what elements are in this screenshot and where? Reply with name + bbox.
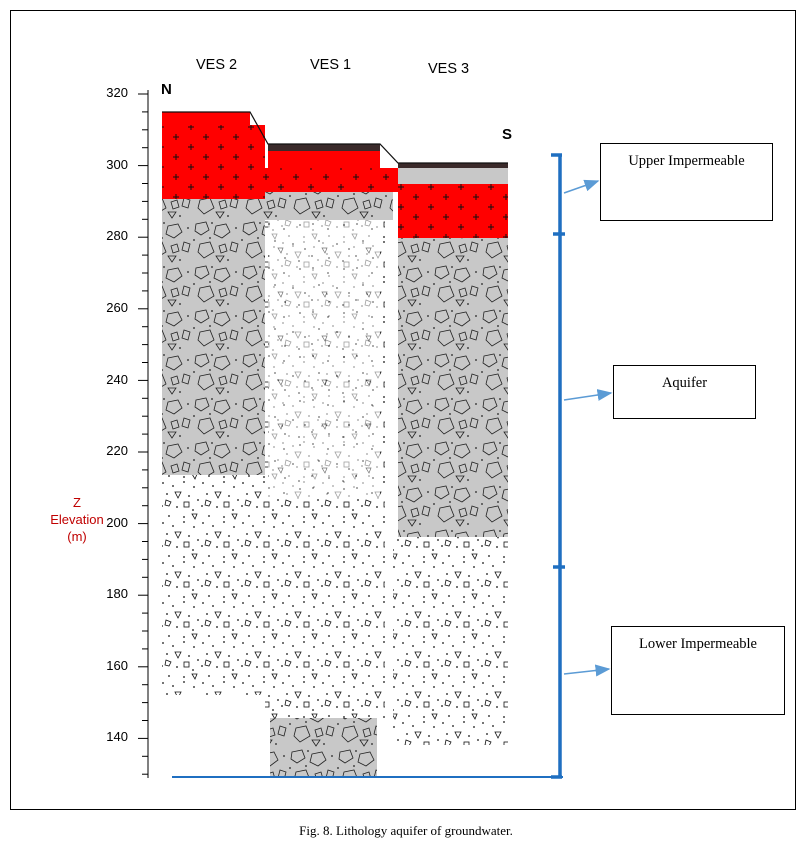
ves2-clay-layer bbox=[162, 125, 265, 199]
y-tick-label: 160 bbox=[106, 658, 128, 673]
ves3-gravel-layer bbox=[398, 237, 508, 537]
y-tick-label: 140 bbox=[106, 729, 128, 744]
arrow-aquifer bbox=[563, 389, 613, 401]
ves1-dark-top bbox=[268, 144, 380, 151]
top-surface-line bbox=[162, 111, 508, 164]
y-axis-title: Z Elevation (m) bbox=[50, 494, 104, 545]
arrow-lower bbox=[563, 664, 611, 677]
y-tick-label: 280 bbox=[106, 228, 128, 243]
header-ves1: VES 1 bbox=[310, 57, 352, 73]
arrow-upper bbox=[563, 179, 600, 194]
ves3-sand-layer bbox=[393, 537, 508, 745]
ves3-dark-top bbox=[398, 163, 508, 168]
aquifer-box: Aquifer bbox=[613, 365, 756, 419]
y-tick-label: 240 bbox=[106, 372, 128, 387]
y-tick-label: 320 bbox=[106, 85, 128, 100]
figure-caption: Fig. 8. Lithology aquifer of groundwater… bbox=[299, 823, 513, 838]
ves1-sparse-sand bbox=[268, 218, 380, 498]
upper-impermeable-box: Upper Impermeable bbox=[600, 143, 773, 221]
ves2-gravel-layer bbox=[162, 198, 265, 475]
ves1-gravel-bottom bbox=[270, 718, 377, 778]
y-tick-label: 260 bbox=[106, 300, 128, 315]
y-axis-ticks bbox=[138, 93, 148, 775]
y-axis-title-line1: Z bbox=[73, 495, 81, 510]
y-axis-title-line2: Elevation bbox=[50, 512, 104, 527]
direction-south: S bbox=[502, 126, 513, 143]
ves2-topsoil bbox=[162, 112, 250, 125]
y-tick-label: 300 bbox=[106, 157, 128, 172]
ves1-clay-layer bbox=[265, 168, 400, 192]
ves3-topsoil bbox=[398, 163, 508, 184]
y-tick-label: 220 bbox=[106, 443, 128, 458]
y-tick-label: 200 bbox=[106, 515, 128, 530]
header-ves3: VES 3 bbox=[428, 61, 470, 77]
figure-frame bbox=[10, 10, 796, 810]
lower-impermeable-box: Lower Impermeable bbox=[611, 626, 785, 715]
ves3-clay-layer bbox=[398, 184, 508, 238]
header-ves2: VES 2 bbox=[196, 57, 238, 73]
ves1-gravel-thin bbox=[265, 190, 393, 220]
y-tick-label: 180 bbox=[106, 586, 128, 601]
direction-north: N bbox=[161, 81, 172, 98]
y-axis-title-line3: (m) bbox=[67, 529, 87, 544]
ves2-sand-layer bbox=[162, 475, 265, 695]
